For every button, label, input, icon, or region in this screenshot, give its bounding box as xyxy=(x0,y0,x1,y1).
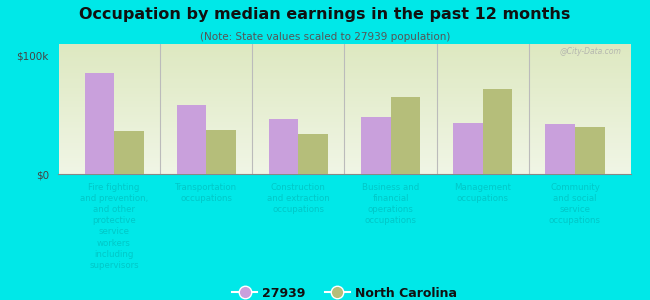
Bar xyxy=(58,78,630,80)
Bar xyxy=(58,47,630,48)
Bar xyxy=(58,117,630,118)
Bar xyxy=(58,86,630,88)
Bar xyxy=(58,127,630,128)
Bar xyxy=(298,134,328,174)
Bar xyxy=(483,88,512,174)
Bar xyxy=(58,52,630,53)
Bar xyxy=(58,65,630,66)
Bar xyxy=(58,50,630,52)
Legend: 27939, North Carolina: 27939, North Carolina xyxy=(227,282,462,300)
Bar xyxy=(58,154,630,156)
Bar xyxy=(58,159,630,161)
Bar xyxy=(58,81,630,82)
Bar xyxy=(58,161,630,163)
Bar xyxy=(58,158,630,159)
Bar xyxy=(58,128,630,130)
Bar xyxy=(58,99,630,100)
Bar xyxy=(58,163,630,164)
Bar xyxy=(58,107,630,109)
Bar xyxy=(177,105,206,174)
Text: (Note: State values scaled to 27939 population): (Note: State values scaled to 27939 popu… xyxy=(200,32,450,41)
Bar xyxy=(206,130,236,174)
Bar xyxy=(58,61,630,63)
Bar xyxy=(58,53,630,55)
Bar xyxy=(58,100,630,102)
Bar xyxy=(58,148,630,149)
Bar xyxy=(58,97,630,99)
Bar xyxy=(58,143,630,145)
Bar xyxy=(58,138,630,140)
Bar xyxy=(58,58,630,60)
Bar xyxy=(575,127,604,174)
Bar xyxy=(58,92,630,94)
Bar xyxy=(58,63,630,65)
Bar xyxy=(58,89,630,91)
Bar xyxy=(58,156,630,158)
Bar xyxy=(58,96,630,97)
Bar xyxy=(58,133,630,135)
Bar xyxy=(58,123,630,125)
Bar xyxy=(58,114,630,115)
Bar xyxy=(58,115,630,117)
Bar xyxy=(114,131,144,174)
Bar xyxy=(58,94,630,96)
Bar xyxy=(58,74,630,76)
Bar xyxy=(58,66,630,68)
Bar xyxy=(58,112,630,114)
Bar xyxy=(58,171,630,172)
Bar xyxy=(58,140,630,141)
Bar xyxy=(545,124,575,174)
Bar xyxy=(58,45,630,47)
Bar xyxy=(361,117,391,174)
Bar xyxy=(58,164,630,166)
Bar xyxy=(58,130,630,132)
Bar xyxy=(58,88,630,89)
Bar xyxy=(84,73,114,174)
Bar xyxy=(58,76,630,78)
Bar xyxy=(58,82,630,84)
Bar xyxy=(58,80,630,81)
Bar xyxy=(58,73,630,74)
Bar xyxy=(58,146,630,148)
Bar xyxy=(58,125,630,127)
Bar xyxy=(58,84,630,86)
Bar xyxy=(58,55,630,56)
Bar xyxy=(58,104,630,106)
Bar xyxy=(58,149,630,151)
Bar xyxy=(269,119,298,174)
Bar xyxy=(58,106,630,107)
Bar xyxy=(58,122,630,123)
Bar xyxy=(58,136,630,138)
Bar xyxy=(58,141,630,143)
Bar xyxy=(58,109,630,110)
Text: @City-Data.com: @City-Data.com xyxy=(560,47,622,56)
Bar xyxy=(58,132,630,133)
Bar xyxy=(58,166,630,167)
Bar xyxy=(453,123,483,174)
Bar xyxy=(58,91,630,92)
Bar xyxy=(58,102,630,104)
Bar xyxy=(58,60,630,61)
Bar xyxy=(391,97,420,174)
Bar xyxy=(58,172,630,174)
Bar xyxy=(58,153,630,154)
Bar xyxy=(58,169,630,171)
Bar xyxy=(58,48,630,50)
Bar xyxy=(58,56,630,58)
Bar xyxy=(58,120,630,122)
Bar xyxy=(58,145,630,146)
Text: Occupation by median earnings in the past 12 months: Occupation by median earnings in the pas… xyxy=(79,8,571,22)
Bar xyxy=(58,110,630,112)
Bar xyxy=(58,151,630,153)
Bar xyxy=(58,118,630,120)
Bar xyxy=(58,71,630,73)
Bar xyxy=(58,68,630,70)
Bar xyxy=(58,44,630,45)
Bar xyxy=(58,135,630,137)
Bar xyxy=(58,167,630,169)
Bar xyxy=(58,70,630,71)
